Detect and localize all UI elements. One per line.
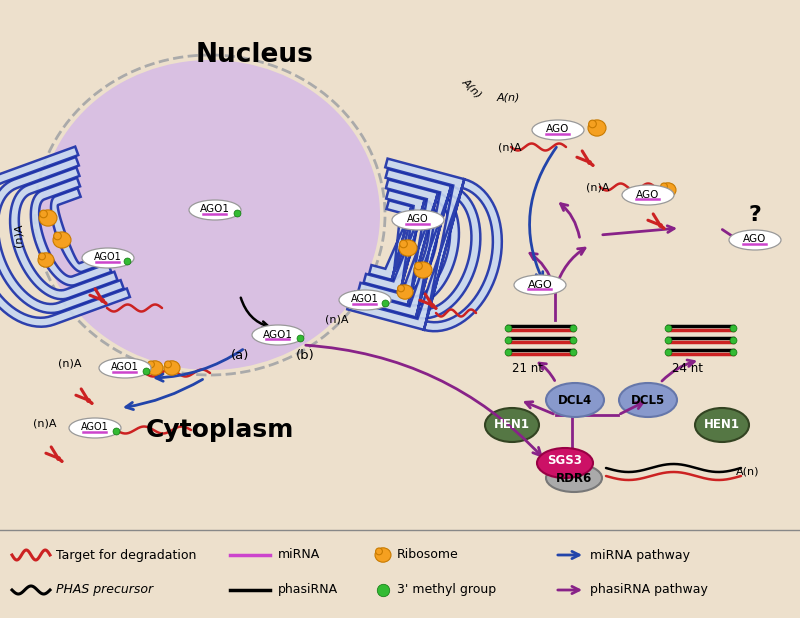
Polygon shape [369,200,417,280]
Text: RDR6: RDR6 [556,472,592,485]
Ellipse shape [375,548,391,562]
Ellipse shape [252,325,304,345]
Text: HEN1: HEN1 [704,418,740,431]
Ellipse shape [414,262,432,278]
Text: ?: ? [749,205,762,225]
Text: AGO1: AGO1 [111,363,139,373]
Ellipse shape [339,290,391,310]
Polygon shape [0,146,130,327]
Text: AGO: AGO [546,124,570,135]
Polygon shape [353,169,480,318]
Ellipse shape [165,361,171,368]
Polygon shape [0,157,124,313]
Ellipse shape [392,210,444,230]
Text: DCL5: DCL5 [631,394,665,407]
Text: AGO: AGO [407,214,429,224]
Text: miRNA: miRNA [278,549,320,562]
Ellipse shape [589,120,596,128]
Ellipse shape [54,232,62,240]
Ellipse shape [661,183,667,190]
Ellipse shape [147,361,163,375]
Text: 21 nt: 21 nt [513,362,543,375]
Text: AGO1: AGO1 [200,205,230,214]
Text: 24 nt: 24 nt [673,362,703,375]
Ellipse shape [147,361,154,368]
Text: A(n): A(n) [460,76,484,99]
Text: (n)A: (n)A [326,315,349,325]
Ellipse shape [514,275,566,295]
Text: AGO: AGO [743,234,766,245]
Ellipse shape [189,200,241,220]
Ellipse shape [537,448,593,478]
Text: phasiRNA pathway: phasiRNA pathway [590,583,708,596]
Ellipse shape [414,262,422,270]
Ellipse shape [485,408,539,442]
Ellipse shape [40,210,47,218]
Ellipse shape [400,240,407,248]
Ellipse shape [546,383,604,417]
Ellipse shape [397,285,413,299]
Ellipse shape [82,248,134,268]
Ellipse shape [399,240,417,256]
Text: (b): (b) [296,349,314,362]
Ellipse shape [729,230,781,250]
Text: Ribosome: Ribosome [397,549,458,562]
Text: (n)A: (n)A [13,223,23,247]
Ellipse shape [398,285,405,292]
Ellipse shape [619,383,677,417]
Text: 3' methyl group: 3' methyl group [397,583,496,596]
Text: A(n): A(n) [496,93,520,103]
Ellipse shape [99,358,151,378]
Ellipse shape [695,408,749,442]
Ellipse shape [38,253,54,267]
Ellipse shape [532,120,584,140]
Ellipse shape [376,548,382,555]
Polygon shape [347,159,502,331]
Text: AGO1: AGO1 [94,253,122,263]
Ellipse shape [546,464,602,492]
Text: Nucleus: Nucleus [196,42,314,68]
Ellipse shape [40,60,380,370]
Text: miRNA pathway: miRNA pathway [590,549,690,562]
Text: (n)A: (n)A [58,358,82,368]
Text: AGO1: AGO1 [81,423,109,433]
Polygon shape [358,179,459,305]
Text: (n)A: (n)A [34,418,57,428]
Text: phasiRNA: phasiRNA [278,583,338,596]
Text: AGO: AGO [528,279,552,289]
Text: A(n): A(n) [736,466,760,476]
Text: AGO: AGO [636,190,660,200]
Text: Target for degradation: Target for degradation [56,549,196,562]
Text: SGS3: SGS3 [547,454,582,467]
Text: AGO1: AGO1 [351,295,379,305]
Text: (a): (a) [231,349,249,362]
Ellipse shape [69,418,121,438]
Polygon shape [51,188,105,272]
Polygon shape [10,167,118,299]
Ellipse shape [39,210,57,226]
Text: DCL4: DCL4 [558,394,592,407]
Text: (n)A: (n)A [498,143,522,153]
Ellipse shape [588,120,606,136]
Text: AGO1: AGO1 [263,329,293,339]
Ellipse shape [622,185,674,205]
Ellipse shape [660,183,676,197]
Text: Cytoplasm: Cytoplasm [146,418,294,442]
Text: HEN1: HEN1 [494,418,530,431]
Text: PHAS precursor: PHAS precursor [56,583,153,596]
Polygon shape [364,190,438,293]
Ellipse shape [38,253,46,260]
Polygon shape [31,178,111,286]
Ellipse shape [164,361,180,375]
Ellipse shape [53,232,71,248]
Text: (n)A: (n)A [586,183,610,193]
